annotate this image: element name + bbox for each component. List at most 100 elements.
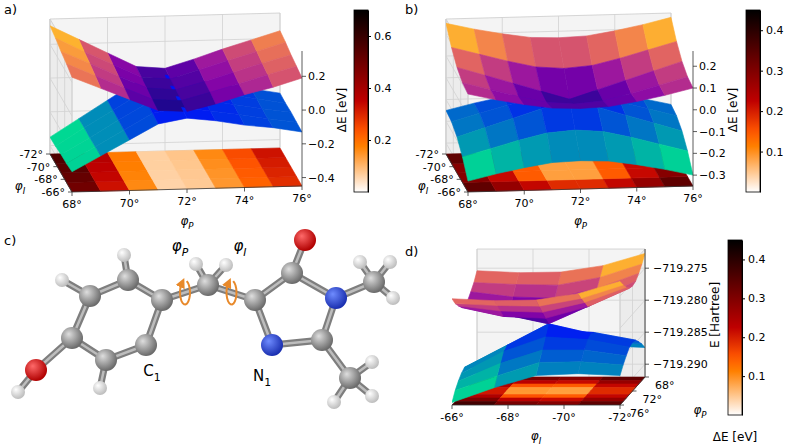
label-subscript: I	[426, 186, 429, 196]
colorbar-tick: 0.4	[742, 253, 766, 266]
surface-patch	[474, 271, 519, 285]
tick-label: 68°	[458, 198, 478, 211]
surface-patch	[659, 77, 693, 96]
label-subscript: 1	[264, 376, 271, 389]
tick-label: −0.1	[699, 126, 726, 139]
label-subscript: P	[188, 221, 194, 231]
heatmap-cell	[631, 177, 665, 187]
surface-patch	[530, 37, 564, 68]
heatmap-cell	[90, 172, 124, 182]
atom	[261, 334, 283, 356]
heatmap-cell	[494, 402, 539, 406]
colorbar-tick: 0.2	[742, 331, 766, 344]
colorbar-frame	[728, 240, 742, 415]
tick-label: 0.0	[308, 104, 326, 117]
surface-patch	[446, 23, 480, 54]
label-main: φ	[574, 214, 582, 228]
heatmap-cell	[507, 388, 552, 392]
surface-patch	[539, 350, 584, 362]
surface-patch	[463, 83, 497, 100]
colorbar-tick-mark	[368, 36, 371, 37]
panel-letter: d)	[405, 244, 418, 259]
tick-label: -70°	[423, 161, 446, 174]
surface-patch	[575, 101, 609, 109]
tick-label: 72°	[177, 195, 197, 208]
tick-mark	[693, 153, 697, 154]
atoms	[11, 229, 400, 409]
heatmap-cell	[84, 162, 118, 172]
tick-label: 74°	[627, 194, 647, 207]
heatmap-cell	[199, 159, 233, 169]
surface-patch	[559, 36, 593, 68]
tick-mark	[693, 109, 697, 110]
surface-patch	[124, 113, 158, 140]
colorbar-tick-label: 0.4	[748, 253, 766, 266]
surface-patch	[210, 84, 244, 104]
tick-mark	[524, 191, 525, 195]
tick-label: -68°	[496, 411, 519, 424]
tick-label: -72°	[416, 148, 439, 161]
heatmap-cell	[205, 169, 239, 179]
atom	[281, 262, 303, 284]
surfaces	[50, 26, 302, 172]
surface-patch	[210, 111, 244, 125]
tick-mark	[620, 405, 624, 406]
label-main: C	[143, 362, 153, 380]
tick-label: -70°	[552, 411, 575, 424]
axis-line	[452, 405, 620, 406]
heatmap-cell	[223, 149, 257, 159]
label-subscript: I	[539, 436, 542, 446]
colorbar-tick: 0.4	[368, 82, 392, 95]
tick-label: 68°	[62, 198, 82, 211]
heatmap-cell	[541, 170, 575, 180]
heatmap-cell	[547, 180, 581, 190]
panel-letter: b)	[405, 2, 418, 17]
heatmap-cell	[594, 384, 639, 388]
colorbar-frame	[354, 10, 368, 192]
heatmap-cell	[239, 177, 273, 187]
tick-label: −719.290	[653, 358, 708, 371]
atom-label: N1	[253, 367, 271, 389]
panel: d)-66°-68°-70°-72°φI68°72°76°φP−719.290−…	[405, 240, 766, 446]
heatmap-cell	[555, 381, 600, 385]
tick-mark	[464, 192, 468, 193]
front-axis: -66°-68°-70°-72°φI	[440, 405, 631, 446]
colorbar-tick: 0.2	[760, 105, 784, 118]
surface-patch	[494, 362, 539, 387]
tick-label: −719.280	[653, 294, 708, 307]
depth-axis: -72°-70°-68°-66°φI	[416, 148, 468, 199]
colorbar-tick: 0.4	[760, 24, 784, 37]
panel: a)68°70°72°74°76°φP-72°-70°-68°-66°φI−0.…	[4, 2, 392, 231]
heatmap-cell	[545, 391, 590, 395]
tick-mark	[508, 405, 509, 409]
axis-line	[302, 51, 303, 186]
heatmap-cell	[603, 178, 637, 188]
atom	[61, 327, 83, 349]
z-axis: −0.4−0.20.00.2ΔE [eV]	[302, 51, 349, 186]
colorbar-tick-label: 0.6	[374, 30, 392, 43]
colorbar-tick-label: 0.2	[766, 105, 784, 118]
atom	[151, 289, 173, 311]
axis-title: ΔE [eV]	[726, 88, 740, 133]
tick-label: 76°	[683, 192, 703, 205]
tick-label: −0.2	[699, 147, 726, 160]
heatmap-cell	[513, 381, 558, 385]
tick-label: −0.3	[699, 169, 726, 182]
heatmap-cell	[491, 181, 525, 191]
heatmap-cell	[251, 148, 285, 158]
grid-line	[620, 300, 645, 328]
label-main: φ	[15, 179, 23, 193]
label-subscript: P	[182, 246, 189, 259]
colorbar-axis: 0.10.20.30.4	[742, 241, 766, 416]
heatmap-cell	[659, 177, 693, 187]
colorbar-gradient	[728, 240, 742, 415]
colorbar: 0.10.20.30.4ΔE [eV]	[713, 240, 766, 444]
tick-mark	[302, 110, 306, 111]
surface-patch	[519, 133, 553, 168]
surface-patch	[659, 144, 693, 175]
atom	[311, 329, 333, 351]
heatmap-cell	[626, 168, 660, 178]
atom	[386, 291, 400, 305]
surface-patch	[268, 66, 302, 87]
atom-label: φP	[172, 237, 189, 259]
